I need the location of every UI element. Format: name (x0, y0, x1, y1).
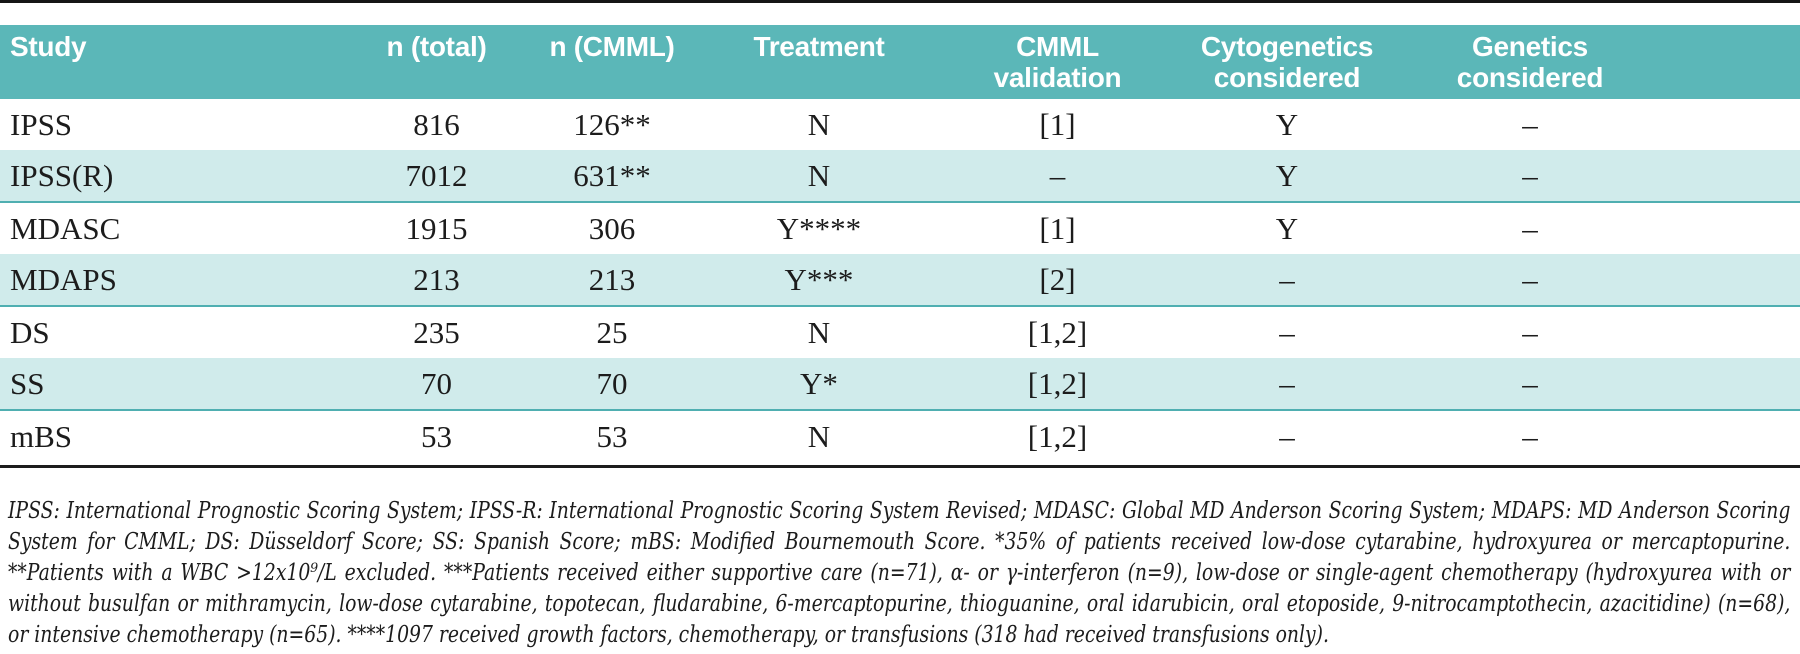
value-cell: – (1395, 254, 1665, 307)
table-header: Study n (total) n (CMML) Treatment CMML (0, 25, 1800, 99)
table-row: IPSS 816 126** N [1] Y – (0, 99, 1800, 150)
table-row: IPSS(R) 7012 631** N – Y – (0, 150, 1800, 203)
col-header-line: n (CMML) (549, 31, 675, 62)
value-cell: [1] (936, 202, 1179, 254)
value-cell: [1] (936, 99, 1179, 150)
value-cell: 235 (351, 306, 522, 358)
value-cell: – (1395, 202, 1665, 254)
value-cell: [1,2] (936, 358, 1179, 411)
value-cell: 53 (351, 410, 522, 462)
spacer-cell (1665, 306, 1800, 358)
value-cell: – (1395, 306, 1665, 358)
col-header-cytogenetics: Cytogenetics considered (1179, 25, 1395, 99)
value-cell: Y (1179, 150, 1395, 203)
col-header-line: considered (1456, 62, 1604, 93)
value-cell: – (936, 150, 1179, 203)
value-cell: – (1395, 410, 1665, 462)
value-cell: Y*** (702, 254, 936, 307)
value-cell: 213 (522, 254, 702, 307)
divider-line (0, 465, 1800, 468)
study-cell: DS (0, 306, 351, 358)
col-header-spacer (1665, 25, 1800, 99)
value-cell: [2] (936, 254, 1179, 307)
spacer-cell (1665, 410, 1800, 462)
value-cell: 1915 (351, 202, 522, 254)
col-header-cmml-validation: CMML validation (936, 25, 1179, 99)
col-header-line: considered (1213, 62, 1361, 93)
value-cell: 25 (522, 306, 702, 358)
study-cell: MDASC (0, 202, 351, 254)
col-header-genetics: Genetics considered (1395, 25, 1665, 99)
value-cell: N (702, 99, 936, 150)
study-table: Study n (total) n (CMML) Treatment CMML (0, 25, 1800, 462)
value-cell: 213 (351, 254, 522, 307)
study-cell: IPSS (0, 99, 351, 150)
value-cell: – (1179, 358, 1395, 411)
col-header-line: Treatment (753, 31, 885, 62)
spacer-cell (1665, 150, 1800, 203)
col-header-line: Genetics (1472, 31, 1588, 62)
value-cell: [1,2] (936, 306, 1179, 358)
value-cell: 70 (351, 358, 522, 411)
value-cell: N (702, 306, 936, 358)
table-row: mBS 53 53 N [1,2] – – (0, 410, 1800, 462)
col-header-line: validation (993, 62, 1122, 93)
footnote-text: IPSS: International Prognostic Scoring S… (8, 496, 1791, 648)
value-cell: 70 (522, 358, 702, 411)
col-header-line: n (total) (386, 31, 487, 62)
table-row: SS 70 70 Y* [1,2] – – (0, 358, 1800, 411)
value-cell: 7012 (351, 150, 522, 203)
study-cell: IPSS(R) (0, 150, 351, 203)
value-cell: – (1395, 358, 1665, 411)
value-cell: N (702, 410, 936, 462)
value-cell: [1,2] (936, 410, 1179, 462)
study-cell: MDAPS (0, 254, 351, 307)
spacer-cell (1665, 254, 1800, 307)
value-cell: 306 (522, 202, 702, 254)
study-cell: SS (0, 358, 351, 411)
value-cell: Y* (702, 358, 936, 411)
col-header-line: Study (10, 31, 87, 62)
value-cell: Y**** (702, 202, 936, 254)
value-cell: – (1179, 306, 1395, 358)
col-header-line: Cytogenetics (1200, 31, 1374, 62)
value-cell: 816 (351, 99, 522, 150)
value-cell: 53 (522, 410, 702, 462)
col-header-treatment: Treatment (702, 25, 936, 99)
table-row: MDAPS 213 213 Y*** [2] – – (0, 254, 1800, 307)
value-cell: Y (1179, 99, 1395, 150)
value-cell: 126** (522, 99, 702, 150)
col-header-n-total: n (total) (351, 25, 522, 99)
value-cell: – (1179, 410, 1395, 462)
spacer-cell (1665, 358, 1800, 411)
header-row: Study n (total) n (CMML) Treatment CMML (0, 25, 1800, 99)
value-cell: 631** (522, 150, 702, 203)
col-header-n-cmml: n (CMML) (522, 25, 702, 99)
spacer-cell (1665, 99, 1800, 150)
value-cell: N (702, 150, 936, 203)
value-cell: – (1395, 99, 1665, 150)
table-row: MDASC 1915 306 Y**** [1] Y – (0, 202, 1800, 254)
col-header-study: Study (0, 25, 351, 99)
top-spacer (0, 3, 1800, 25)
value-cell: – (1179, 254, 1395, 307)
table-row: DS 235 25 N [1,2] – – (0, 306, 1800, 358)
col-header-line: CMML (1016, 31, 1099, 62)
value-cell: – (1395, 150, 1665, 203)
spacer-cell (1665, 202, 1800, 254)
table-body: IPSS 816 126** N [1] Y – IPSS(R) 7012 631** N – Y – MD… (0, 99, 1800, 462)
study-cell: mBS (0, 410, 351, 462)
figure-top-border (0, 0, 1800, 3)
value-cell: Y (1179, 202, 1395, 254)
